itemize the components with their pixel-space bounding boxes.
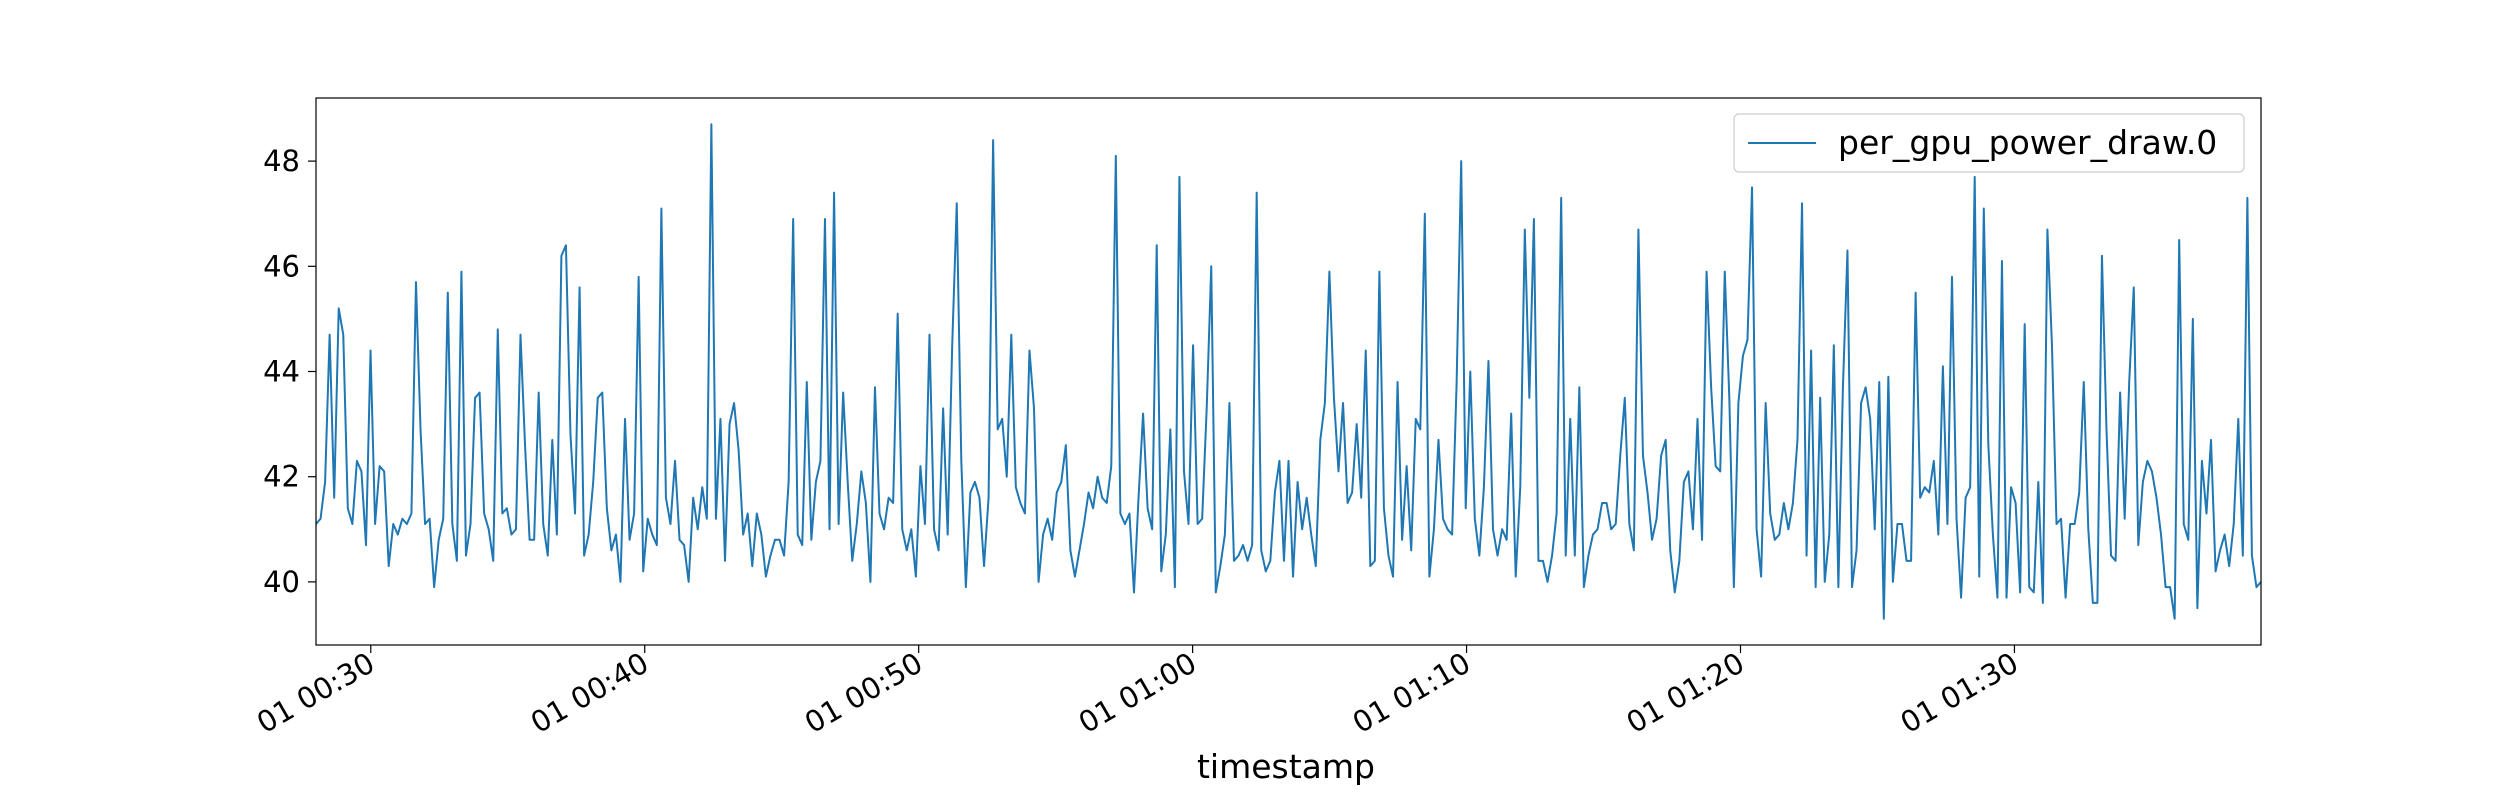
series-line-per-gpu-power-draw-0 (315, 123, 2262, 620)
legend: per_gpu_power_draw.0 (1733, 113, 2245, 173)
y-axis: 40 42 44 46 48 (263, 144, 316, 599)
x-tick-label: 01 00:40 (525, 646, 654, 740)
x-axis-title: timestamp (1197, 747, 1375, 786)
x-tick-label: 01 00:30 (251, 646, 380, 740)
x-tick-label: 01 01:10 (1347, 646, 1476, 740)
x-tick-label: 01 01:20 (1621, 646, 1750, 740)
y-tick-label: 48 (263, 144, 300, 178)
y-tick-label: 40 (263, 565, 300, 599)
legend-label: per_gpu_power_draw.0 (1838, 123, 2217, 162)
plot-area (316, 98, 2261, 645)
series-layer (315, 123, 2262, 620)
x-tick-label: 01 00:50 (799, 646, 928, 740)
x-tick-label: 01 01:30 (1895, 646, 2024, 740)
y-tick-label: 42 (263, 460, 300, 494)
legend-box (1733, 113, 2245, 173)
x-tick-label: 01 01:00 (1073, 646, 1202, 740)
x-axis: 01 00:30 01 00:40 01 00:50 01 01:00 01 01:10… (251, 645, 2024, 740)
y-tick-label: 46 (263, 249, 300, 283)
y-tick-label: 44 (263, 355, 300, 389)
